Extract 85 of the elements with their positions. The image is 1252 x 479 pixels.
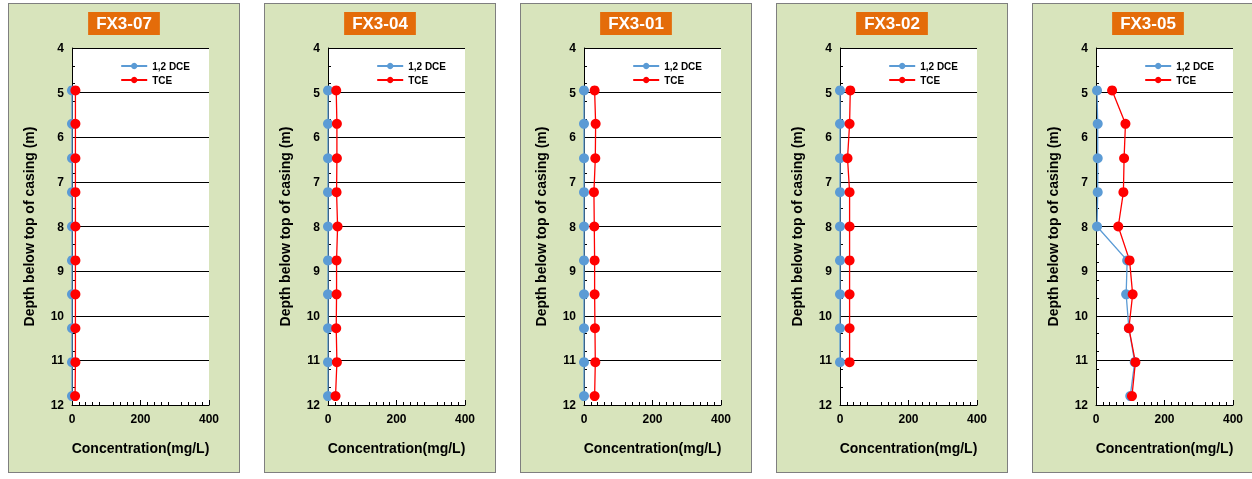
x-axis-title: Concentration(mg/L) — [71, 440, 210, 456]
y-tick-label: 9 — [313, 264, 321, 279]
x-axis-title: Concentration(mg/L) — [583, 440, 722, 456]
x-axis-title: Concentration(mg/L) — [839, 440, 978, 456]
legend-label: 1,2 DCE — [920, 60, 959, 72]
y-tick-label: 4 — [57, 41, 65, 55]
chart-title: FX3-02 — [864, 14, 920, 33]
chart-title: FX3-04 — [352, 14, 409, 33]
y-tick-label: 12 — [1074, 398, 1089, 412]
y-tick-label: 10 — [818, 308, 833, 323]
y-tick-label: 9 — [825, 264, 833, 279]
x-tick-label: 400 — [710, 412, 732, 426]
y-tick-label: 6 — [57, 130, 65, 145]
x-tick-label: 200 — [642, 412, 663, 426]
y-tick-label: 10 — [306, 308, 321, 323]
y-tick-label: 12 — [818, 398, 833, 412]
y-tick-label: 8 — [825, 219, 833, 234]
chart-title: FX3-07 — [96, 14, 152, 33]
y-tick-label: 5 — [1081, 85, 1089, 100]
y-tick-label: 11 — [307, 353, 321, 368]
y-axis-title: Depth below top of casing (m) — [277, 126, 293, 327]
y-tick-label: 4 — [313, 41, 321, 55]
y-axis-title: Depth below top of casing (m) — [21, 126, 37, 327]
x-tick-label: 400 — [198, 412, 220, 426]
x-tick-label: 200 — [1154, 412, 1175, 426]
y-tick-label: 12 — [50, 398, 65, 412]
chart-title: FX3-01 — [608, 14, 664, 33]
y-tick-label: 10 — [50, 308, 65, 323]
x-tick-label: 200 — [386, 412, 407, 426]
x-tick-label: 400 — [966, 412, 988, 426]
y-tick-label: 4 — [825, 41, 833, 55]
x-tick-label: 0 — [836, 412, 844, 426]
y-tick-label: 7 — [313, 174, 321, 189]
y-tick-label: 10 — [1074, 308, 1089, 323]
y-tick-label: 7 — [569, 174, 577, 189]
y-tick-label: 12 — [306, 398, 321, 412]
x-tick-label: 0 — [324, 412, 332, 426]
y-axis-title: Depth below top of casing (m) — [789, 126, 805, 327]
y-tick-label: 5 — [57, 85, 65, 100]
y-axis-title: Depth below top of casing (m) — [533, 126, 549, 327]
y-tick-label: 9 — [569, 264, 577, 279]
y-tick-label: 6 — [313, 130, 321, 145]
y-tick-label: 12 — [562, 398, 577, 412]
y-tick-label: 11 — [563, 353, 577, 368]
legend-label: 1,2 DCE — [1176, 60, 1215, 72]
y-tick-label: 6 — [825, 130, 833, 145]
x-tick-label: 200 — [898, 412, 919, 426]
y-tick-label: 8 — [1081, 219, 1089, 234]
y-tick-label: 9 — [1081, 264, 1089, 279]
x-tick-label: 0 — [580, 412, 588, 426]
x-tick-label: 400 — [454, 412, 476, 426]
legend-label: TCE — [408, 74, 429, 86]
y-tick-label: 11 — [1075, 353, 1089, 368]
legend-label: TCE — [152, 74, 173, 86]
y-tick-label: 7 — [57, 174, 65, 189]
y-tick-label: 8 — [313, 219, 321, 234]
legend-label: 1,2 DCE — [408, 60, 447, 72]
x-tick-label: 400 — [1222, 412, 1244, 426]
y-tick-label: 11 — [819, 353, 833, 368]
x-axis-title: Concentration(mg/L) — [1095, 440, 1234, 456]
y-tick-label: 6 — [1081, 130, 1089, 145]
y-tick-label: 5 — [313, 85, 321, 100]
x-tick-label: 0 — [68, 412, 76, 426]
y-tick-label: 11 — [51, 353, 65, 368]
y-tick-label: 7 — [825, 174, 833, 189]
legend-label: 1,2 DCE — [664, 60, 703, 72]
y-tick-label: 5 — [825, 85, 833, 100]
y-tick-label: 4 — [569, 41, 577, 55]
y-tick-label: 8 — [57, 219, 65, 234]
y-tick-label: 5 — [569, 85, 577, 100]
y-tick-label: 7 — [1081, 174, 1089, 189]
x-tick-label: 200 — [130, 412, 151, 426]
y-tick-label: 6 — [569, 130, 577, 145]
y-axis-title: Depth below top of casing (m) — [1045, 126, 1061, 327]
y-tick-label: 8 — [569, 219, 577, 234]
x-axis-title: Concentration(mg/L) — [327, 440, 466, 456]
chart-title: FX3-05 — [1120, 14, 1176, 33]
y-tick-label: 4 — [1081, 41, 1089, 55]
legend-label: TCE — [1176, 74, 1197, 86]
x-tick-label: 0 — [1092, 412, 1100, 426]
legend-label: 1,2 DCE — [152, 60, 191, 72]
y-tick-label: 9 — [57, 264, 65, 279]
legend-label: TCE — [920, 74, 941, 86]
legend-label: TCE — [664, 74, 685, 86]
y-tick-label: 10 — [562, 308, 577, 323]
